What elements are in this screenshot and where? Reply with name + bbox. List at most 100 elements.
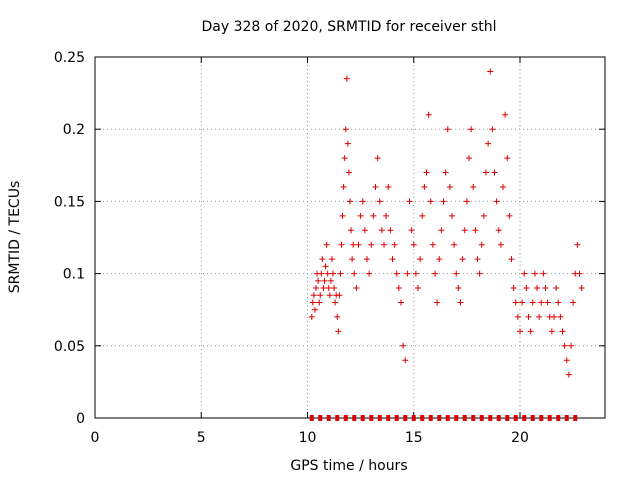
data-point: [370, 212, 377, 219]
data-point: [348, 227, 355, 234]
data-point: [444, 126, 451, 133]
data-point: [432, 270, 438, 277]
zero-value-point: [488, 415, 493, 421]
data-points: [308, 68, 585, 421]
zero-value-point: [471, 415, 476, 421]
data-point: [476, 270, 483, 277]
data-point: [463, 198, 470, 205]
axis-ticks: 0 5 10 15 20 0 0.05 0.1 0.15 0.2 0.25: [54, 50, 605, 446]
data-point: [493, 198, 500, 205]
y-tick-label: 0.2: [63, 122, 85, 138]
data-point: [316, 299, 323, 306]
zero-value-point: [573, 415, 578, 421]
zero-value-point: [513, 415, 518, 421]
data-point: [512, 299, 519, 306]
data-point: [349, 256, 356, 263]
data-point: [570, 299, 577, 306]
data-point: [429, 241, 436, 248]
data-point: [328, 256, 335, 263]
zero-value-point: [318, 415, 323, 421]
zero-value-point: [539, 415, 544, 421]
data-point: [340, 183, 347, 190]
y-axis-label: SRMTID / TECUs: [7, 181, 23, 294]
data-point: [561, 342, 568, 349]
zero-value-point: [403, 415, 408, 421]
data-point: [557, 313, 564, 320]
zero-value-point: [496, 415, 501, 421]
data-point: [361, 227, 368, 234]
data-point: [440, 198, 447, 205]
zero-value-point: [564, 415, 569, 421]
data-point: [350, 241, 357, 248]
data-point: [391, 241, 398, 248]
zero-value-point: [326, 415, 331, 421]
data-point: [459, 256, 466, 263]
y-tick-label: 0.1: [63, 267, 85, 283]
zero-value-point: [479, 415, 484, 421]
data-point: [489, 126, 496, 133]
data-point: [372, 183, 379, 190]
zero-value-point: [462, 415, 467, 421]
data-point: [327, 277, 334, 284]
data-point: [408, 227, 415, 234]
data-point: [320, 285, 327, 292]
data-point: [483, 169, 489, 176]
data-point: [506, 212, 513, 219]
data-point: [466, 155, 472, 162]
data-point: [442, 169, 449, 176]
data-point: [548, 328, 555, 335]
data-point: [542, 285, 549, 292]
zero-value-point: [522, 415, 527, 421]
zero-value-point: [369, 415, 374, 421]
data-point: [393, 270, 400, 277]
data-point: [565, 371, 572, 378]
zero-value-point: [547, 415, 552, 421]
data-point: [425, 111, 432, 118]
zero-value-point: [556, 415, 561, 421]
data-point: [317, 292, 324, 299]
data-point: [553, 285, 560, 292]
data-point: [341, 155, 348, 162]
data-point: [404, 270, 411, 277]
data-point: [319, 256, 326, 263]
data-point: [508, 256, 515, 263]
zero-value-point: [352, 415, 357, 421]
data-point: [415, 285, 421, 292]
data-point: [325, 285, 332, 292]
data-point: [544, 299, 551, 306]
data-point: [559, 328, 566, 335]
data-point: [337, 270, 344, 277]
x-tick-label: 5: [197, 430, 206, 446]
data-point: [339, 212, 346, 219]
data-point: [330, 270, 336, 277]
data-point: [322, 263, 329, 270]
zero-value-point: [394, 415, 399, 421]
y-tick-label: 0.05: [54, 339, 85, 355]
data-point: [378, 227, 385, 234]
data-point: [347, 198, 353, 205]
data-point: [344, 140, 351, 147]
x-tick-label: 0: [91, 430, 100, 446]
data-point: [527, 328, 534, 335]
data-point: [510, 285, 517, 292]
data-point: [578, 285, 585, 292]
data-point: [368, 241, 375, 248]
zero-value-point: [411, 415, 416, 421]
data-point: [434, 299, 441, 306]
data-point: [308, 313, 315, 320]
grid-lines: [95, 57, 605, 418]
data-point: [521, 270, 528, 277]
data-point: [540, 270, 547, 277]
data-point: [451, 241, 458, 248]
data-point: [309, 299, 316, 306]
data-point: [502, 111, 509, 118]
zero-value-point: [428, 415, 433, 421]
data-point: [517, 328, 523, 335]
data-point: [364, 256, 370, 263]
y-tick-label: 0.25: [54, 50, 85, 66]
data-point: [455, 285, 462, 292]
x-tick-label: 20: [511, 430, 529, 446]
data-point: [355, 241, 362, 248]
x-tick-label: 10: [299, 430, 317, 446]
